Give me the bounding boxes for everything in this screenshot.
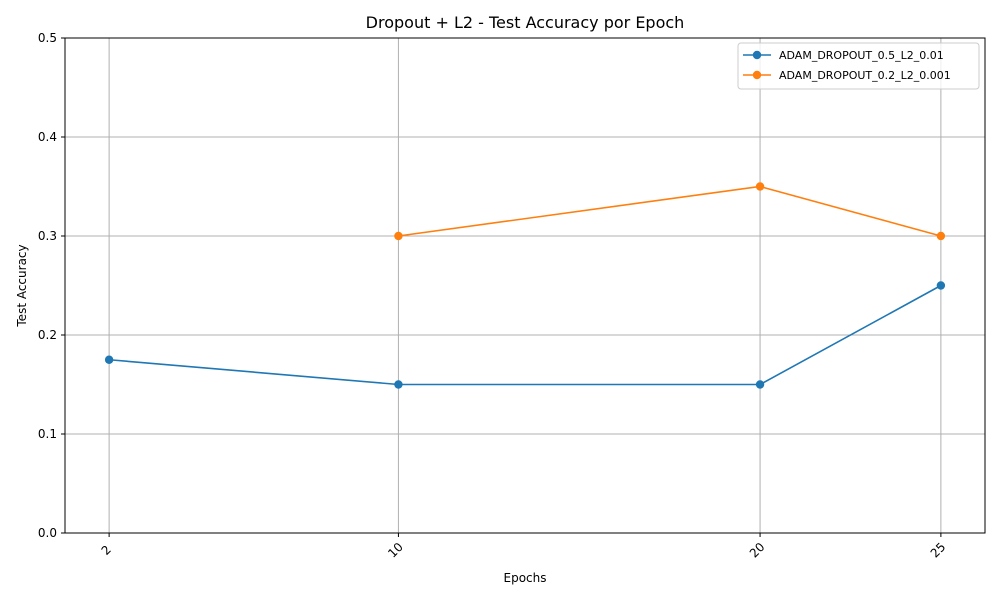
y-tick-label: 0.5	[38, 31, 57, 45]
legend-frame	[737, 42, 980, 90]
series-1	[104, 281, 946, 389]
legend: ADAM_DROPOUT_0.5_L2_0.01 ADAM_DROPOUT_0.2…	[737, 42, 980, 90]
chart-title: Dropout + L2 - Test Accuracy por Epoch	[366, 13, 685, 32]
legend-label: ADAM_DROPOUT_0.5_L2_0.01	[779, 49, 944, 62]
data-point	[755, 380, 765, 389]
y-tick-label: 0.2	[38, 328, 57, 342]
data-point	[755, 182, 765, 191]
y-tick-label: 0.0	[38, 526, 57, 540]
y-tick-label: 0.3	[38, 229, 57, 243]
plot-frame	[64, 37, 986, 534]
x-axis-label: Epochs	[504, 571, 547, 585]
legend-marker	[752, 70, 762, 80]
data-point	[936, 281, 946, 290]
series-layer	[104, 182, 946, 389]
legend-marker	[752, 50, 762, 60]
legend-entry: ADAM_DROPOUT_0.5_L2_0.01	[743, 49, 944, 62]
legend-entry: ADAM_DROPOUT_0.2_L2_0.001	[743, 69, 951, 82]
legend-label: ADAM_DROPOUT_0.2_L2_0.001	[779, 69, 951, 82]
data-point	[394, 231, 403, 241]
y-tick-label: 0.1	[38, 427, 57, 441]
series-2	[394, 182, 946, 241]
data-point	[104, 355, 114, 364]
y-tick-label: 0.4	[38, 130, 57, 144]
series-line	[109, 284, 942, 386]
data-point	[936, 231, 946, 241]
y-axis-label: Test Accuracy	[15, 244, 29, 327]
data-point	[394, 380, 403, 389]
